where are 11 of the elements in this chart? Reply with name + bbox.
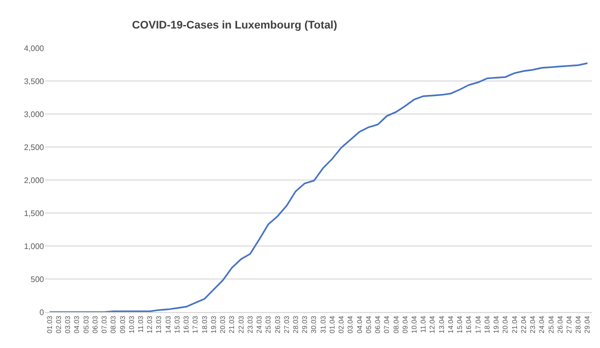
y-tick-label: 3,500: [24, 76, 45, 86]
y-tick-label: 3,000: [24, 110, 45, 119]
y-tick-label: 0: [40, 308, 45, 317]
y-tick-label: 1,500: [24, 208, 45, 218]
y-tick-label: 2,000: [24, 176, 45, 185]
y-tick-label: 1,000: [24, 242, 45, 251]
chart-title: COVID-19-Cases in Luxembourg (Total): [132, 20, 338, 32]
y-tick-label: 4,000: [24, 44, 45, 53]
y-tick-label: 500: [30, 274, 45, 284]
line-series: [48, 62, 588, 312]
y-tick-label: 2,500: [24, 142, 45, 152]
